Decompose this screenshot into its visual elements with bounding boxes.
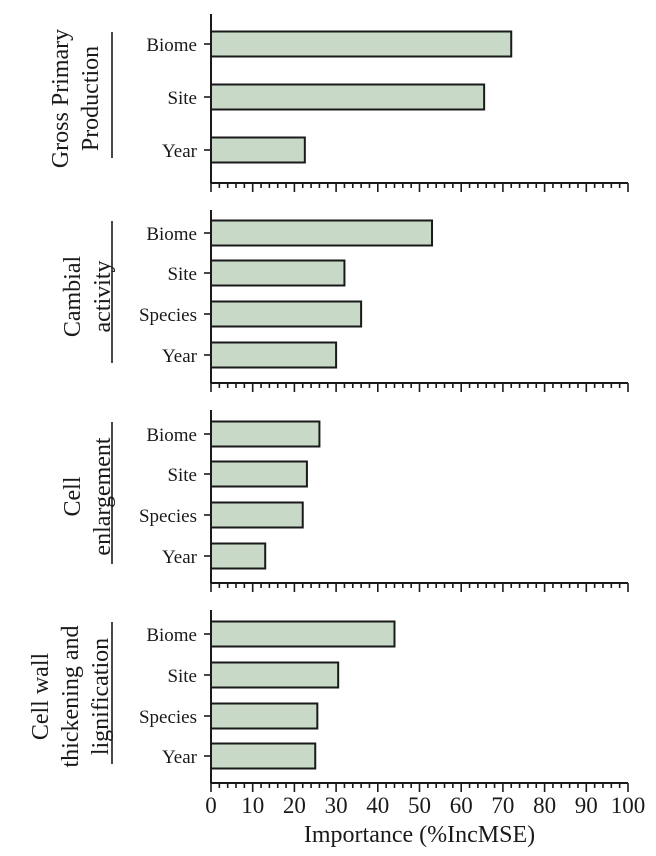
category-label: Year (162, 141, 198, 162)
bar (210, 420, 321, 448)
bar (210, 259, 346, 287)
chart-panel: Gross Primary Production Biome Site Year (48, 14, 629, 192)
bar (210, 300, 363, 328)
group-title-line: lignification (88, 638, 114, 755)
bar (210, 460, 308, 488)
x-tick-label: 0 (205, 793, 217, 818)
category-label: Site (167, 88, 197, 109)
x-tick-label: 80 (533, 793, 556, 818)
x-tick-label: 60 (450, 793, 473, 818)
category-label: Site (167, 264, 197, 285)
category-label: Biome (146, 224, 197, 245)
chart-panel: Cell enlargement Biome Site Species Year (60, 410, 629, 592)
x-tick-label: 90 (575, 793, 598, 818)
bar (210, 219, 434, 247)
category-label: Biome (146, 425, 197, 446)
category-label: Biome (146, 35, 197, 56)
group-title-line: enlargement (90, 437, 116, 556)
chart-panel: Cambial activity Biome Site Species Year (60, 210, 629, 392)
x-tick-label: 10 (241, 793, 264, 818)
group-title-line: Production (78, 46, 104, 151)
group-title-line: thickening and (58, 626, 84, 768)
group-title-line: Cambial (60, 256, 86, 338)
category-label: Species (139, 305, 197, 326)
x-tick-label: 70 (491, 793, 514, 818)
group-title: Cell wall thickening and lignification (28, 626, 114, 768)
group-title-line: Cell wall (28, 653, 54, 741)
category-label: Species (139, 707, 197, 728)
bar (210, 702, 319, 730)
group-title: Gross Primary Production (48, 29, 104, 168)
bar (210, 136, 306, 164)
chart-panel: Cell wall thickening and lignification Biom… (28, 610, 629, 792)
bar (210, 661, 340, 689)
group-title-line: activity (90, 261, 116, 333)
group-title-line: Gross Primary (48, 29, 74, 168)
x-tick-label: 40 (366, 793, 389, 818)
category-label: Year (162, 346, 198, 367)
group-title-line: Cell (60, 476, 86, 516)
x-tick-label: 50 (408, 793, 431, 818)
group-title: Cambial activity (60, 256, 116, 338)
category-label: Biome (146, 625, 197, 646)
category-label: Year (162, 747, 198, 768)
x-axis-title: Importance (%IncMSE) (304, 822, 535, 848)
x-tick-label: 100 (611, 793, 646, 818)
bar (210, 501, 304, 529)
category-label: Site (167, 465, 197, 486)
x-tick-label: 20 (283, 793, 306, 818)
bar (210, 742, 317, 770)
bar (210, 620, 396, 648)
bar (210, 83, 486, 111)
bar (210, 30, 513, 58)
group-title: Cell enlargement (60, 437, 116, 556)
bar (210, 542, 267, 570)
category-label: Year (162, 547, 198, 568)
category-label: Site (167, 666, 197, 687)
bar (210, 341, 338, 369)
category-label: Species (139, 506, 197, 527)
x-tick-label: 30 (325, 793, 348, 818)
